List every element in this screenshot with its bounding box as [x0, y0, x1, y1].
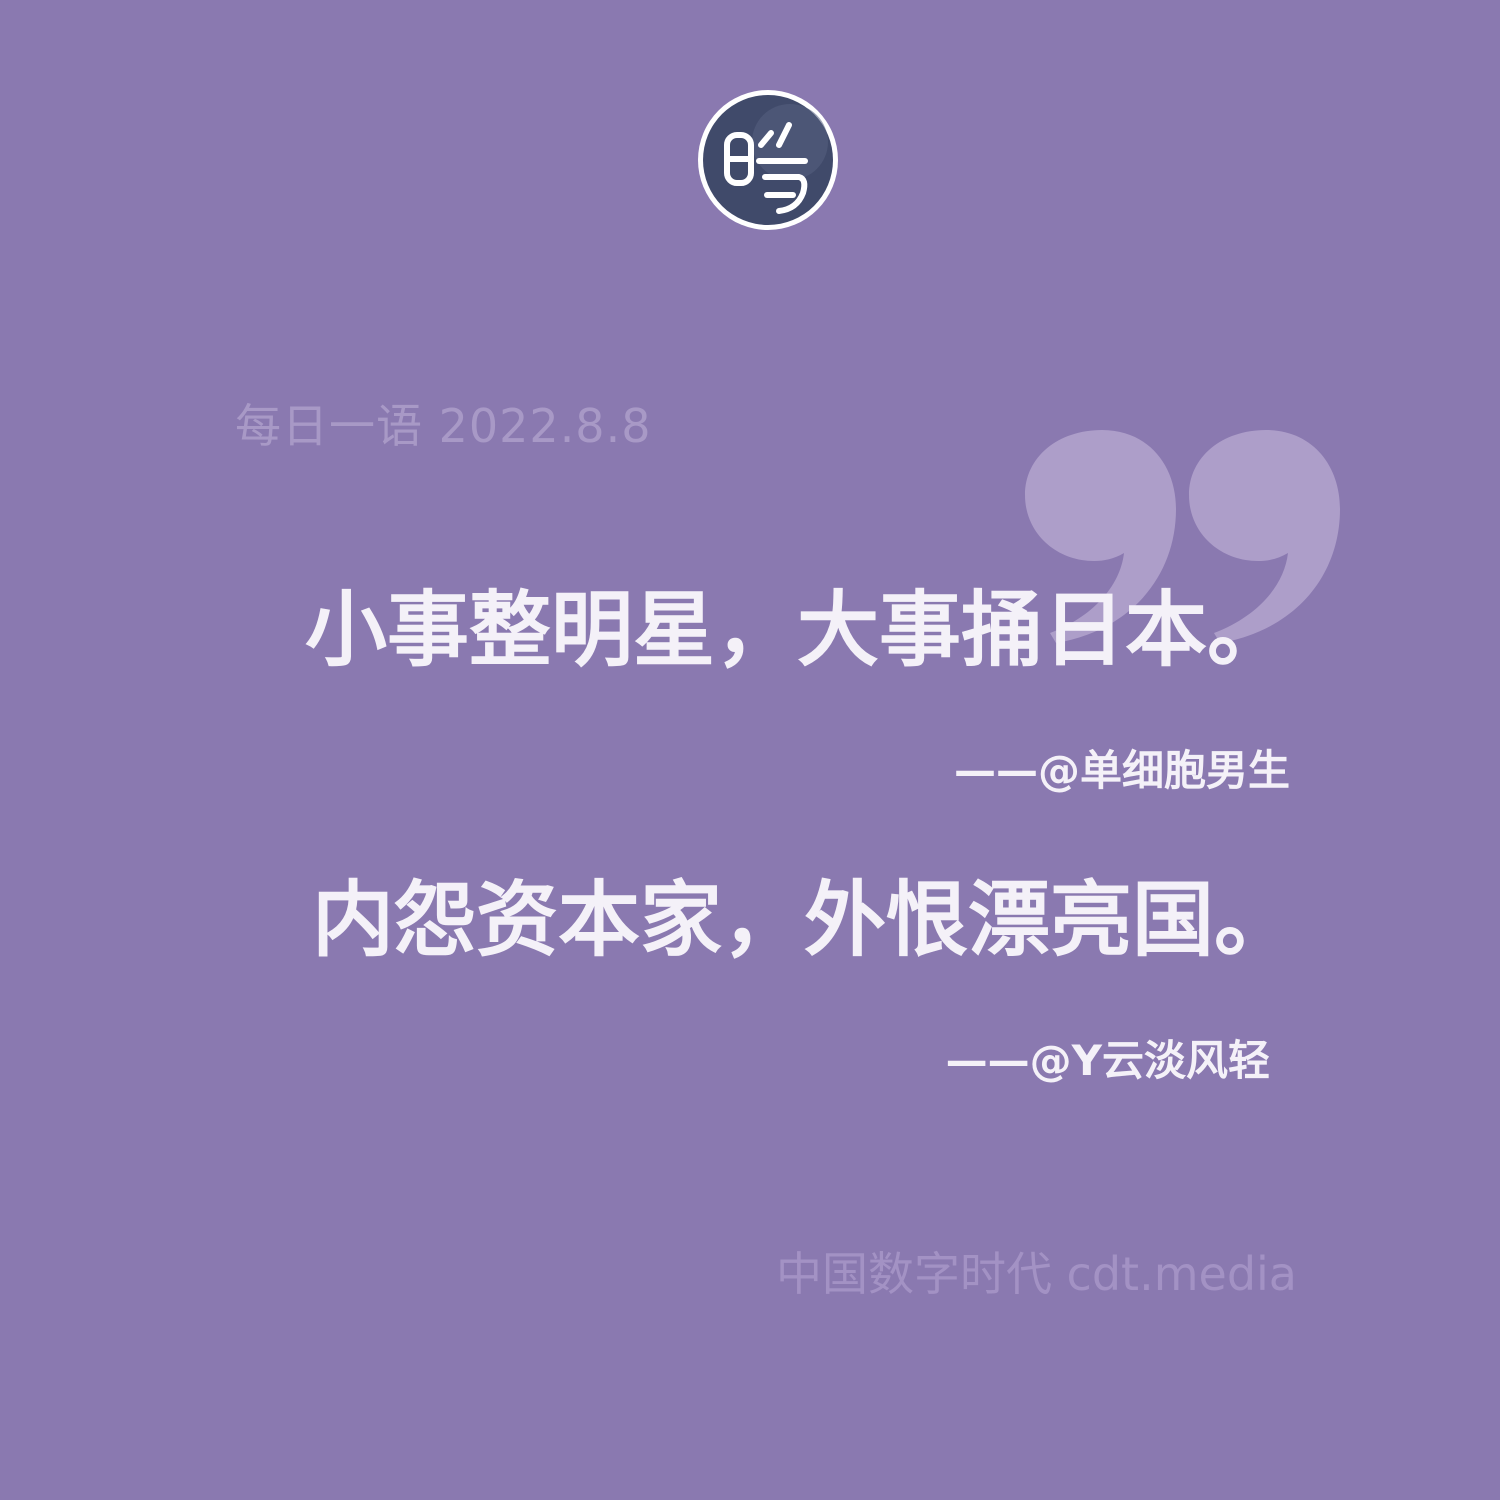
quote-author: ——@单细胞男生 [953, 746, 1290, 795]
cdt-seal-logo-icon [695, 87, 841, 233]
quote-author: ——@Y云淡风轻 [945, 1036, 1270, 1085]
quote-text: 小事整明星，大事捅日本。 [305, 582, 1290, 678]
quote-text: 内怨资本家，外恨漂亮国。 [312, 872, 1297, 968]
brand-footer: 中国数字时代 cdt.media [775, 1247, 1297, 1301]
closing-quote-icon [1020, 425, 1350, 665]
date-heading: 每日一语 2022.8.8 [235, 399, 652, 453]
